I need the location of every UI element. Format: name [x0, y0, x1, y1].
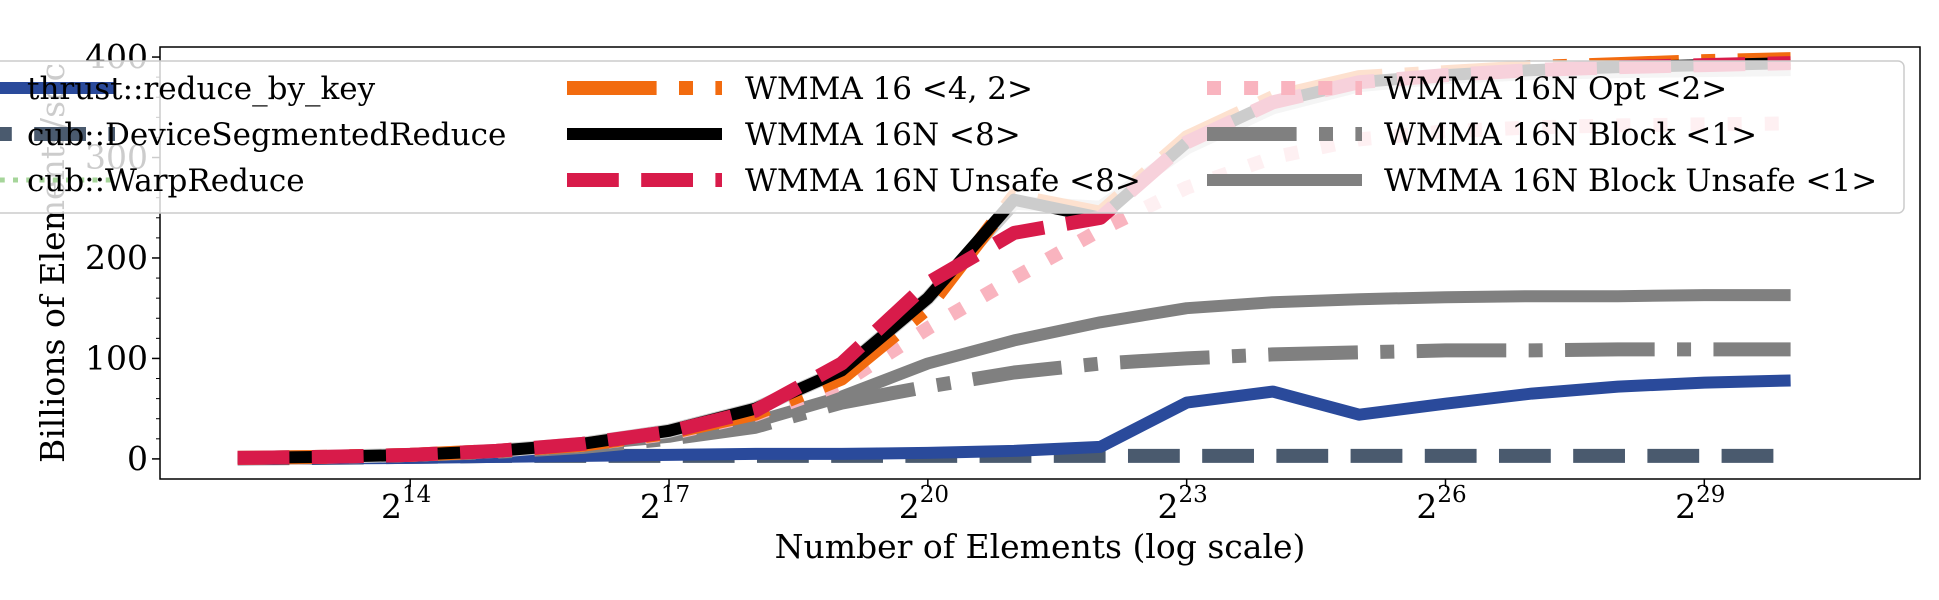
- x-tick-label-1: 217: [640, 482, 690, 526]
- series-line-7: [237, 342, 1791, 465]
- x-axis-title: Number of Elements (log scale): [775, 527, 1306, 566]
- x-tick-label-2: 220: [899, 482, 949, 526]
- x-tick-label-5: 229: [1675, 482, 1725, 526]
- x-tick-label-4: 226: [1416, 482, 1466, 526]
- ticks-layer: 2142172202232262290100200300400: [85, 37, 1725, 526]
- legend: thrust::reduce_by_keycub::DeviceSegmente…: [0, 60, 1905, 214]
- legend-label-4: WMMA 16N <8>: [745, 117, 1021, 153]
- legend-box: [0, 60, 1905, 214]
- legend-label-3: WMMA 16 <4, 2>: [745, 71, 1033, 107]
- plot-frame: [159, 46, 1921, 480]
- legend-label-2: cub::WarpReduce: [27, 163, 305, 199]
- x-tick-label-0: 214: [381, 482, 431, 526]
- legend-label-1: cub::DeviceSegmentedReduce: [27, 117, 506, 153]
- legend-label-5: WMMA 16N Unsafe <8>: [745, 163, 1141, 199]
- series-line-5: [237, 56, 1791, 465]
- y-tick-label-0: 0: [127, 439, 148, 478]
- legend-label-7: WMMA 16N Block <1>: [1384, 117, 1757, 153]
- x-tick-label-3: 223: [1158, 482, 1208, 526]
- y-tick-label-2: 200: [85, 238, 148, 277]
- legend-label-0: thrust::reduce_by_key: [27, 71, 376, 107]
- legend-label-8: WMMA 16N Block Unsafe <1>: [1384, 163, 1877, 199]
- legend-label-6: WMMA 16N Opt <2>: [1384, 71, 1727, 107]
- y-tick-label-1: 100: [85, 338, 148, 377]
